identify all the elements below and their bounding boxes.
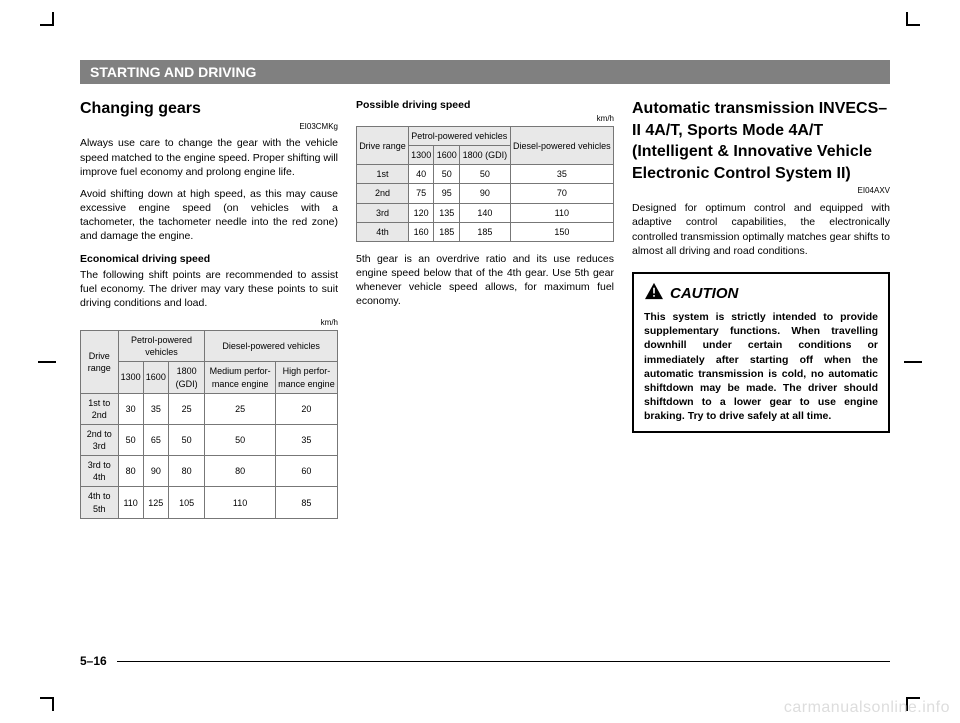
cell: 50 [460, 165, 511, 184]
warning-icon [644, 282, 664, 306]
para: Designed for optimum control and equippe… [632, 201, 890, 258]
page-footer: 5–16 [80, 654, 890, 668]
heading-auto-trans: Automatic transmission INVECS–II 4A/T, S… [632, 98, 890, 184]
ref-code: EI04AXV [632, 186, 890, 197]
ref-code: EI03CMKg [80, 122, 338, 133]
cell: 50 [168, 424, 204, 455]
possible-speed-table: Drive range Petrol-powered vehicles Dies… [356, 126, 614, 242]
cell: 120 [408, 203, 434, 222]
cell: 80 [118, 456, 143, 487]
cell: 60 [275, 456, 337, 487]
th-petrol: Petrol-powered vehicles [118, 331, 205, 362]
unit-label: km/h [80, 318, 338, 329]
cell: 110 [205, 487, 276, 518]
cell: 95 [434, 184, 460, 203]
cell: 4th [357, 222, 409, 241]
table-row: 1st to 2nd 30 35 25 25 20 [81, 393, 338, 424]
caution-label: CAUTION [670, 284, 738, 304]
th-drive: Drive range [357, 126, 409, 164]
caution-body: This system is strictly intended to prov… [644, 310, 878, 423]
cell: 25 [205, 393, 276, 424]
cell: 50 [434, 165, 460, 184]
cell: 25 [168, 393, 204, 424]
para: The following shift points are recommend… [80, 268, 338, 311]
cell: 160 [408, 222, 434, 241]
econ-speed-table: Drive range Petrol-powered vehicles Dies… [80, 330, 338, 519]
cell: 40 [408, 165, 434, 184]
th-med: Medium perfor­mance engine [205, 362, 276, 393]
th-high: High perfor­mance engine [275, 362, 337, 393]
cell: 110 [118, 487, 143, 518]
cell: 90 [460, 184, 511, 203]
unit-label: km/h [356, 114, 614, 125]
table-row: 1st 40 50 50 35 [357, 165, 614, 184]
cell: 80 [205, 456, 276, 487]
th-drive: Drive range [81, 331, 119, 394]
th-diesel: Diesel-powered vehicles [205, 331, 338, 362]
watermark: carmanualsonline.info [784, 699, 950, 717]
cell: 80 [168, 456, 204, 487]
table-row: 2nd to 3rd 50 65 50 50 35 [81, 424, 338, 455]
cell: 75 [408, 184, 434, 203]
column-1: Changing gears EI03CMKg Always use care … [80, 98, 338, 519]
th-1800: 1800 (GDI) [460, 146, 511, 165]
th-1600: 1600 [143, 362, 168, 393]
subheading: Possible driving speed [356, 98, 614, 112]
table-row: 2nd 75 95 90 70 [357, 184, 614, 203]
cell: 50 [118, 424, 143, 455]
cell: 2nd to 3rd [81, 424, 119, 455]
table-row: 3rd to 4th 80 90 80 80 60 [81, 456, 338, 487]
subheading: Economical driving speed [80, 252, 338, 266]
cell: 20 [275, 393, 337, 424]
para: 5th gear is an overdrive ratio and its u… [356, 252, 614, 309]
th-1300: 1300 [408, 146, 434, 165]
cell: 1st [357, 165, 409, 184]
heading-changing-gears: Changing gears [80, 98, 338, 120]
cell: 110 [510, 203, 613, 222]
cell: 135 [434, 203, 460, 222]
cell: 35 [143, 393, 168, 424]
caution-title: CAUTION [644, 282, 878, 306]
cell: 1st to 2nd [81, 393, 119, 424]
cell: 30 [118, 393, 143, 424]
cell: 185 [460, 222, 511, 241]
column-2: Possible driving speed km/h Drive range … [356, 98, 614, 519]
table-row: 4th to 5th 110 125 105 110 85 [81, 487, 338, 518]
th-1800: 1800 (GDI) [168, 362, 204, 393]
column-3: Automatic transmission INVECS–II 4A/T, S… [632, 98, 890, 519]
cell: 150 [510, 222, 613, 241]
section-header: STARTING AND DRIVING [80, 60, 890, 84]
cell: 35 [275, 424, 337, 455]
cell: 4th to 5th [81, 487, 119, 518]
caution-box: CAUTION This system is strictly intended… [632, 272, 890, 434]
cell: 50 [205, 424, 276, 455]
footer-rule [117, 661, 890, 662]
th-1600: 1600 [434, 146, 460, 165]
page-number: 5–16 [80, 654, 107, 668]
cell: 3rd [357, 203, 409, 222]
cell: 85 [275, 487, 337, 518]
cell: 3rd to 4th [81, 456, 119, 487]
content-columns: Changing gears EI03CMKg Always use care … [80, 98, 890, 519]
para: Avoid shifting down at high speed, as th… [80, 187, 338, 244]
para: Always use care to change the gear with … [80, 136, 338, 179]
th-diesel: Diesel-powered vehicles [510, 126, 613, 164]
cell: 140 [460, 203, 511, 222]
cell: 90 [143, 456, 168, 487]
cell: 185 [434, 222, 460, 241]
cell: 105 [168, 487, 204, 518]
th-petrol: Petrol-powered vehicles [408, 126, 510, 145]
cell: 65 [143, 424, 168, 455]
th-1300: 1300 [118, 362, 143, 393]
cell: 125 [143, 487, 168, 518]
table-row: 4th 160 185 185 150 [357, 222, 614, 241]
cell: 35 [510, 165, 613, 184]
cell: 2nd [357, 184, 409, 203]
cell: 70 [510, 184, 613, 203]
table-row: 3rd 120 135 140 110 [357, 203, 614, 222]
